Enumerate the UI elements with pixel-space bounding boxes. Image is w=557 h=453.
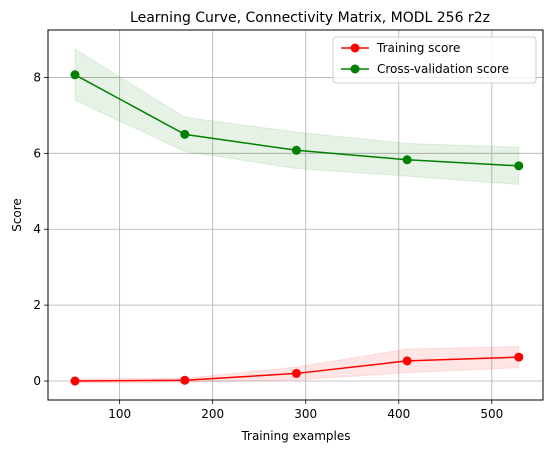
x-axis-label: Training examples	[240, 429, 350, 443]
y-tick-label: 4	[33, 222, 41, 236]
legend-training-label: Training score	[376, 41, 460, 55]
training-score-band	[74, 345, 520, 384]
legend: Training score Cross-validation score	[332, 36, 537, 84]
legend-cross-validation-label: Cross-validation score	[377, 62, 509, 76]
x-tick-label: 200	[201, 407, 224, 421]
axis-ticks: 100 200 300 400 500 0 2 4 6 8	[33, 70, 503, 421]
confidence-bands	[74, 48, 520, 384]
plot-frame	[47, 29, 544, 401]
cross-validation-score-point	[402, 155, 412, 165]
cross-validation-score-point	[514, 161, 524, 171]
x-tick-label: 100	[108, 407, 131, 421]
legend-training-marker	[350, 43, 360, 53]
y-tick-label: 2	[33, 298, 41, 312]
y-axis-label: Score	[10, 198, 24, 232]
training-score-point	[291, 368, 301, 378]
chart-title: Learning Curve, Connectivity Matrix, MOD…	[130, 10, 490, 26]
legend-box	[332, 36, 537, 84]
training-score-point	[514, 352, 524, 362]
cross-validation-score-point	[70, 70, 80, 80]
y-tick-label: 8	[33, 70, 41, 84]
series-points	[70, 70, 524, 386]
x-tick-label: 300	[294, 407, 317, 421]
training-score-point	[70, 376, 80, 386]
legend-cross-validation-marker	[350, 64, 360, 74]
x-tick-label: 500	[480, 407, 503, 421]
y-tick-label: 6	[33, 146, 41, 160]
training-score-point	[402, 356, 412, 366]
cross-validation-score-point	[291, 145, 301, 155]
cross-validation-score-band	[74, 48, 520, 185]
cross-validation-score-point	[180, 129, 190, 139]
training-score-point	[180, 375, 190, 385]
x-tick-label: 400	[387, 407, 410, 421]
y-tick-label: 0	[33, 374, 41, 388]
